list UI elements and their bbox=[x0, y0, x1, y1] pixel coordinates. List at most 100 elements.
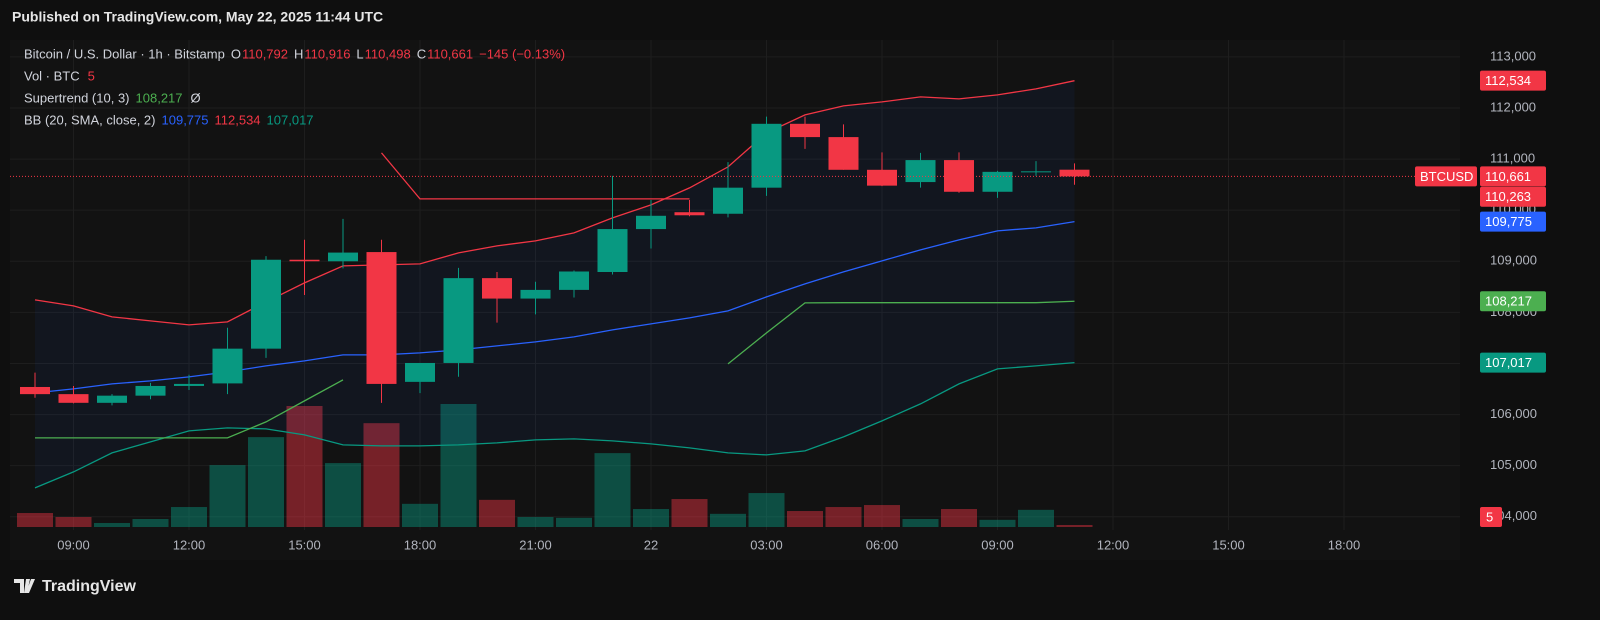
legend-value: 110,498 bbox=[365, 46, 411, 61]
legend-volume: Vol · BTC bbox=[24, 68, 80, 83]
candle-body bbox=[482, 278, 512, 299]
legend-key: C bbox=[417, 46, 426, 61]
volume-bar bbox=[132, 519, 169, 527]
legend-key: L bbox=[356, 46, 363, 61]
volume-bar bbox=[748, 493, 785, 527]
volume-bar bbox=[248, 437, 284, 527]
legend-volume-value: 5 bbox=[88, 68, 95, 83]
candle-body bbox=[597, 229, 628, 273]
bollinger-basis bbox=[34, 221, 1075, 394]
brand-logo bbox=[14, 579, 35, 593]
legend-bb-basis: 109,775 bbox=[162, 112, 209, 127]
supertrend-down bbox=[381, 152, 690, 200]
legend-title: Bitcoin / U.S. Dollar · 1h · Bitstamp bbox=[24, 46, 225, 61]
volume-bar bbox=[171, 507, 207, 527]
volume-bar bbox=[94, 523, 130, 527]
basis-badge-bg bbox=[1480, 211, 1546, 232]
candle-body bbox=[751, 123, 782, 188]
x-tick-label: 18:00 bbox=[1328, 537, 1361, 552]
candle-body bbox=[905, 160, 936, 183]
candle-body bbox=[443, 278, 474, 363]
x-tick-label: 15:00 bbox=[288, 537, 321, 552]
legend-supertrend: Supertrend (10, 3) bbox=[24, 90, 130, 105]
candle-body bbox=[405, 362, 435, 382]
brand: TradingView bbox=[42, 578, 137, 595]
volume-bar bbox=[633, 509, 669, 527]
candle-body bbox=[828, 137, 859, 170]
volume-bar bbox=[825, 507, 862, 527]
x-tick-label: 09:00 bbox=[57, 537, 90, 552]
supertrend-badge-bg bbox=[1480, 291, 1546, 312]
x-tick-label: 06:00 bbox=[866, 537, 899, 552]
legend-bollinger: BB (20, SMA, close, 2) bbox=[24, 112, 156, 127]
volume-bar bbox=[902, 519, 939, 527]
candle-body bbox=[251, 259, 281, 349]
volume-bar bbox=[556, 517, 592, 527]
upper-badge-bg bbox=[1480, 70, 1546, 91]
volume-bar bbox=[710, 513, 746, 527]
legend-change: −145 (−0.13%) bbox=[479, 46, 565, 61]
volume-bar bbox=[479, 499, 515, 527]
volume-bar bbox=[363, 423, 400, 527]
legend-supertrend-value: 108,217 bbox=[136, 90, 183, 105]
legend-value: 110,661 bbox=[427, 46, 473, 61]
candle-body bbox=[1059, 169, 1090, 177]
volume-bar bbox=[402, 503, 438, 527]
volume-bar bbox=[1018, 509, 1054, 527]
x-tick-label: 12:00 bbox=[1097, 537, 1130, 552]
bollinger-band-fill bbox=[35, 80, 1075, 488]
volume-bar bbox=[979, 519, 1016, 527]
candle-body bbox=[982, 171, 1013, 192]
supertrend-up bbox=[35, 300, 1075, 439]
x-tick-label: 12:00 bbox=[173, 537, 206, 552]
basis-badge: 109,775 bbox=[1485, 214, 1532, 229]
lower-badge: 107,017 bbox=[1485, 355, 1532, 370]
x-tick-label: 21:00 bbox=[519, 537, 552, 552]
y-tick-label: 106,000 bbox=[1490, 406, 1537, 421]
volume-bar bbox=[209, 465, 246, 527]
candle-body bbox=[790, 123, 820, 138]
candle-body bbox=[135, 385, 166, 396]
legend-value: 110,792 bbox=[242, 46, 288, 61]
candle-body bbox=[674, 212, 705, 216]
bollinger-lower bbox=[34, 361, 1075, 489]
volume-bar bbox=[517, 517, 554, 527]
legend-supertrend-symbol: Ø bbox=[191, 90, 201, 105]
candle-body bbox=[636, 215, 666, 230]
x-tick-label: 09:00 bbox=[981, 537, 1014, 552]
legend-value: 110,916 bbox=[304, 46, 350, 61]
candle-body bbox=[58, 394, 89, 403]
volume-bar bbox=[594, 453, 631, 527]
volume-badge: 5 bbox=[1486, 509, 1493, 524]
price-badge-bg bbox=[1480, 186, 1546, 207]
x-tick-label: 22 bbox=[644, 537, 658, 552]
x-tick-label: 03:00 bbox=[750, 537, 783, 552]
candle-body bbox=[1021, 171, 1051, 173]
legend-bb-upper: 112,534 bbox=[215, 112, 261, 127]
volume-bar bbox=[286, 405, 323, 527]
candle-body bbox=[713, 187, 743, 214]
supertrend-badge: 108,217 bbox=[1485, 294, 1532, 309]
price-badge-bg bbox=[1480, 166, 1546, 187]
volume-bar bbox=[325, 463, 361, 527]
volume-badge-bg bbox=[1480, 507, 1502, 527]
legend-bb-lower: 107,017 bbox=[267, 112, 314, 127]
volume-bar bbox=[440, 404, 477, 527]
y-tick-label: 112,000 bbox=[1490, 99, 1536, 114]
candle-body bbox=[328, 252, 358, 262]
symbol-badge: BTCUSD bbox=[1420, 169, 1473, 184]
legend-key: H bbox=[294, 46, 303, 61]
candle-body bbox=[366, 252, 397, 384]
price-badge: 110,661 bbox=[1485, 169, 1531, 184]
x-tick-label: 15:00 bbox=[1212, 537, 1245, 552]
volume-bar bbox=[55, 517, 92, 527]
candle-body bbox=[212, 348, 243, 384]
lower-badge-bg bbox=[1480, 352, 1546, 373]
volume-bar bbox=[941, 509, 977, 527]
volume-bar bbox=[864, 505, 900, 527]
x-tick-label: 18:00 bbox=[404, 537, 437, 552]
candle-body bbox=[867, 169, 897, 186]
y-tick-label: 105,000 bbox=[1490, 457, 1537, 472]
